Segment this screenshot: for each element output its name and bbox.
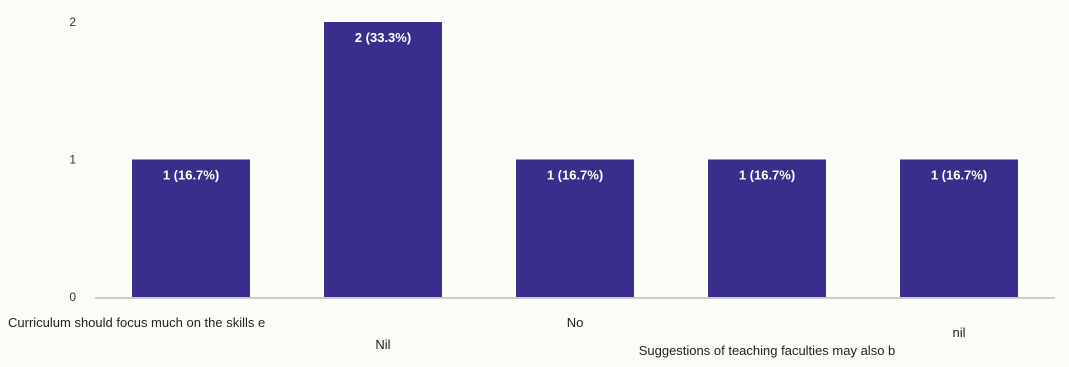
x-category-label: No (567, 315, 584, 330)
bar (708, 159, 826, 297)
y-tick-label: 0 (69, 290, 76, 304)
bar-data-label: 1 (16.7%) (547, 168, 603, 183)
bar-data-label: 1 (16.7%) (739, 168, 795, 183)
x-category-label: Curriculum should focus much on the skil… (8, 315, 265, 330)
bar-data-label: 1 (16.7%) (163, 168, 219, 183)
bar (324, 22, 442, 297)
x-category-label: nil (952, 325, 965, 340)
bar (132, 159, 250, 297)
x-category-label: Nil (375, 337, 390, 352)
bar (516, 159, 634, 297)
bar-data-label: 1 (16.7%) (931, 168, 987, 183)
bar (900, 159, 1018, 297)
x-category-label: Suggestions of teaching faculties may al… (639, 343, 896, 358)
bar-data-label: 2 (33.3%) (355, 30, 411, 45)
y-tick-label: 1 (69, 153, 76, 167)
y-tick-label: 2 (69, 15, 76, 29)
